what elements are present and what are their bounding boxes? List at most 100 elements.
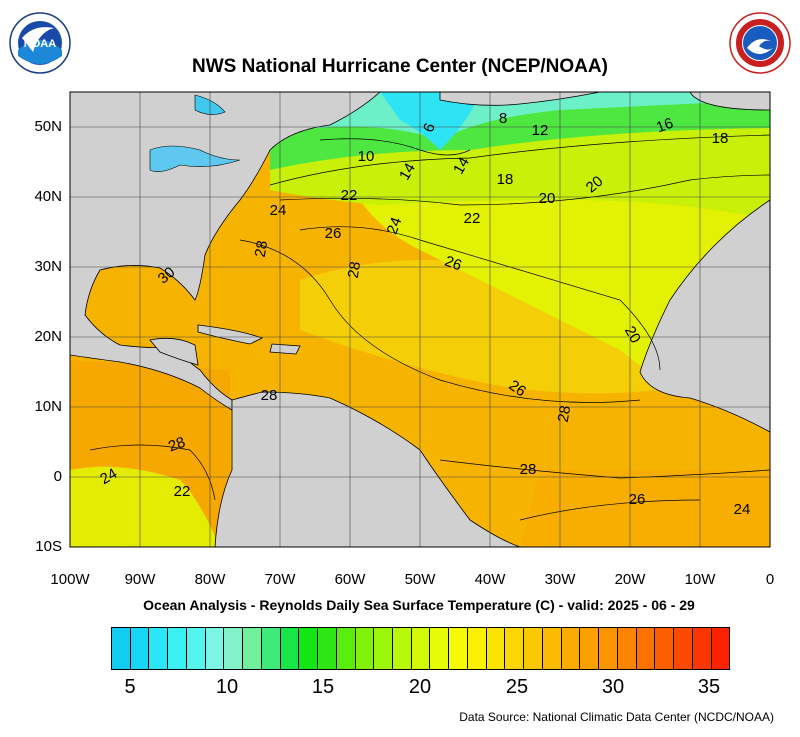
map-subtitle: Ocean Analysis - Reynolds Daily Sea Surf… — [143, 597, 695, 613]
contour-label: 28 — [166, 434, 187, 456]
africa-land — [639, 199, 770, 433]
contour-label: 12 — [532, 122, 549, 139]
colorbar-cell — [374, 628, 394, 669]
map-frame — [69, 91, 771, 548]
contour-label: 26 — [629, 491, 646, 508]
data-source: Data Source: National Climatic Data Cent… — [459, 710, 774, 724]
longitude-label: 90W — [124, 571, 156, 588]
colorbar-cell — [299, 628, 319, 669]
colorbar-cell — [561, 628, 581, 669]
colorbar-cell — [467, 628, 487, 669]
colorbar-cell — [636, 628, 656, 669]
colorbar-cell — [112, 628, 131, 669]
colorbar-cell — [674, 628, 693, 669]
contour-label: 20 — [621, 323, 644, 346]
longitude-label: 0 — [765, 571, 775, 588]
contour-label: 8 — [499, 110, 507, 127]
colorbar-cell — [599, 628, 618, 669]
contour-label: 14 — [396, 160, 419, 183]
colorbar-cell — [393, 628, 412, 669]
latitude-label: 10N — [34, 398, 62, 415]
north-america-land — [70, 92, 381, 411]
yucatan-land — [149, 337, 199, 366]
colorbar-cell — [205, 628, 225, 669]
contour-label: 24 — [270, 202, 287, 219]
contour-label: 28 — [345, 260, 365, 279]
great-lakes — [149, 145, 241, 172]
contour-label: 26 — [506, 377, 529, 400]
contour-label: 18 — [497, 171, 514, 188]
latitude-label: 50N — [34, 118, 62, 135]
colorbar-cell — [580, 628, 600, 669]
colorbar-cell — [411, 628, 431, 669]
contour-label: 28 — [261, 387, 278, 404]
contour-label: 22 — [464, 210, 481, 227]
colorbar-cell — [280, 628, 300, 669]
latitude-label: 10S — [35, 538, 62, 555]
colorbar-cell — [355, 628, 375, 669]
longitude-label: 80W — [194, 571, 226, 588]
colorbar-cell — [655, 628, 675, 669]
colorbar-cell — [318, 628, 337, 669]
colorbar-cell — [149, 628, 169, 669]
contour-label: 22 — [174, 483, 191, 500]
colorbar-cell — [692, 628, 712, 669]
contour-label: 24 — [384, 215, 406, 236]
contour-label: 14 — [450, 154, 473, 177]
pacific-cool-band — [70, 466, 220, 547]
contour-label: 24 — [734, 501, 751, 518]
contour-label: 28 — [520, 461, 537, 478]
contour-label: 10 — [358, 148, 375, 165]
colorbar-cell — [449, 628, 468, 669]
colorbar-tick: 10 — [215, 676, 239, 698]
colorbar-cell — [617, 628, 637, 669]
colorbar-tick: 5 — [124, 676, 136, 698]
colorbar — [111, 627, 730, 670]
colorbar-cell — [130, 628, 150, 669]
cuba-land — [197, 324, 264, 345]
contour-label: 26 — [325, 225, 342, 242]
colorbar-cell — [524, 628, 543, 669]
colorbar-tick: 15 — [311, 676, 335, 698]
latitude-label: 0 — [53, 468, 62, 485]
contour-label: 22 — [341, 187, 358, 204]
longitude-label: 20W — [614, 571, 646, 588]
longitude-label: 70W — [264, 571, 296, 588]
colorbar-cell — [711, 628, 730, 669]
contour-label: 18 — [712, 130, 729, 147]
colorbar-cell — [261, 628, 281, 669]
longitude-label: 50W — [404, 571, 436, 588]
noaa-logo: NOAA — [9, 12, 71, 74]
colorbar-tick: 35 — [697, 676, 721, 698]
europe-land — [689, 92, 770, 111]
colorbar-cell — [336, 628, 356, 669]
page-title: NWS National Hurricane Center (NCEP/NOAA… — [192, 56, 608, 77]
colorbar-cell — [243, 628, 262, 669]
longitude-label: 10W — [684, 571, 716, 588]
graticule — [70, 92, 770, 547]
colorbar-tick: 30 — [601, 676, 625, 698]
longitude-label: 40W — [474, 571, 506, 588]
colorbar-cell — [542, 628, 562, 669]
contour-label: 16 — [654, 115, 675, 137]
contour-label: 28 — [252, 239, 272, 258]
contour-label: 28 — [555, 404, 575, 423]
longitude-label: 60W — [334, 571, 366, 588]
nws-logo — [729, 12, 791, 74]
contour-lines — [89, 134, 770, 521]
ocean-coldest-band — [380, 92, 480, 150]
longitude-label: 30W — [544, 571, 576, 588]
colorbar-tick: 25 — [505, 676, 529, 698]
colorbar-cell — [168, 628, 187, 669]
colorbar-cell — [486, 628, 506, 669]
latitude-label: 40N — [34, 188, 62, 205]
longitude-label: 100W — [50, 571, 90, 588]
colorbar-cell — [186, 628, 206, 669]
colorbar-tick: 20 — [408, 676, 432, 698]
contour-label: 20 — [539, 190, 556, 207]
contour-label: 26 — [442, 253, 463, 275]
hispaniola-land — [269, 343, 301, 355]
colorbar-cell — [430, 628, 450, 669]
